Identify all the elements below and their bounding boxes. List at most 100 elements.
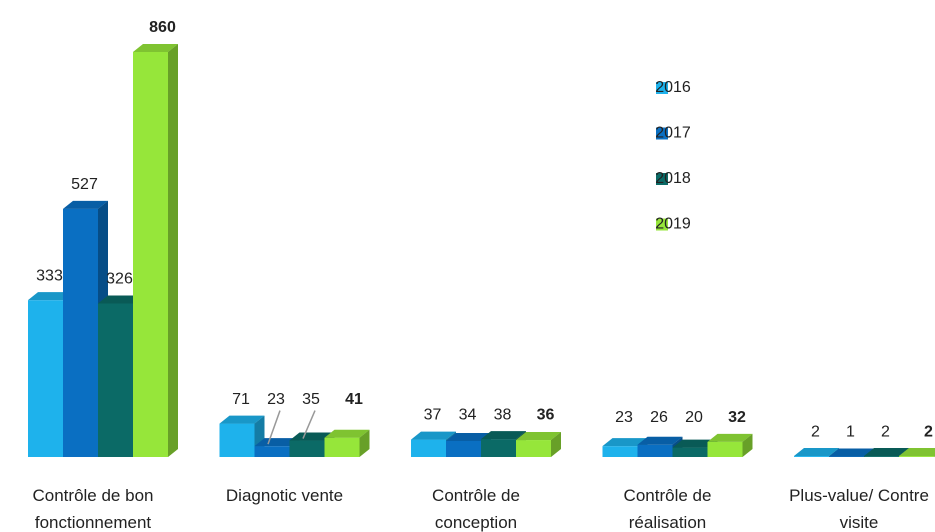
data-label: 326 xyxy=(106,271,133,288)
bar-side xyxy=(359,429,370,457)
bar-top xyxy=(133,44,178,52)
bar-top-shade xyxy=(899,448,935,457)
bar-top-shade xyxy=(864,448,909,457)
bar-top-shade xyxy=(829,448,874,457)
bar-top xyxy=(794,448,839,457)
bar-top xyxy=(899,448,935,457)
data-label: 860 xyxy=(149,19,176,36)
bar-top xyxy=(63,200,108,209)
legend-swatch xyxy=(656,218,668,231)
bar-side-shade xyxy=(742,433,753,457)
data-label: 36 xyxy=(537,406,555,423)
x-tick-label: Contrôle de réalisation xyxy=(623,486,712,532)
bar-top xyxy=(516,432,561,441)
data-label: 333 xyxy=(36,267,63,284)
bar-top xyxy=(672,439,718,448)
x-tick-label: Contrôle de bon fonctionnement xyxy=(32,486,154,532)
bar xyxy=(63,208,98,457)
bar-top xyxy=(829,448,874,457)
bar xyxy=(219,423,255,457)
data-label: 1 xyxy=(846,423,855,440)
x-tick-label: Contrôle de conception xyxy=(432,486,520,532)
data-label: 2 xyxy=(881,423,890,440)
bar xyxy=(411,439,446,457)
bar xyxy=(864,456,899,457)
legend-label: 2016 xyxy=(655,79,691,96)
data-label: 37 xyxy=(424,406,442,423)
bar-top xyxy=(707,433,753,442)
data-label: 71 xyxy=(232,391,250,408)
bar-top xyxy=(637,436,683,445)
data-label: 20 xyxy=(685,409,703,426)
bar-top xyxy=(602,438,648,447)
legend-label: 2018 xyxy=(655,170,691,187)
bar xyxy=(516,440,551,457)
bar-top-shade xyxy=(707,433,753,442)
legend-swatch xyxy=(656,82,668,94)
bar-side-shade xyxy=(359,429,370,457)
data-label: 527 xyxy=(71,176,98,193)
data-label: 34 xyxy=(459,406,477,423)
data-label: 38 xyxy=(494,406,512,423)
bar-top xyxy=(446,432,491,441)
data-label: 2 xyxy=(811,423,820,440)
bar-top-shade xyxy=(446,432,491,441)
bar-top-shade xyxy=(411,431,456,440)
bar xyxy=(28,300,63,457)
data-label: 41 xyxy=(345,391,363,408)
bar xyxy=(133,52,168,457)
bar-top-shade xyxy=(672,439,718,448)
bar xyxy=(637,444,673,457)
bar-top xyxy=(864,448,909,457)
bar-top xyxy=(481,431,526,440)
bar-top-shade xyxy=(133,44,178,52)
legend-swatch xyxy=(656,127,668,140)
bar-top-shade xyxy=(324,429,370,438)
bar-top xyxy=(219,415,265,424)
bar-side-shade xyxy=(168,44,178,457)
data-label: 23 xyxy=(267,391,285,408)
bar xyxy=(672,447,708,457)
bar-top xyxy=(324,429,370,438)
bar xyxy=(98,303,133,457)
bar-side-shade xyxy=(551,432,561,457)
bar-top-shade xyxy=(28,292,73,301)
legend-swatch xyxy=(656,173,668,185)
bar-side xyxy=(551,432,561,457)
bar-top-shade xyxy=(794,448,839,457)
bar-side xyxy=(168,44,178,457)
bar-top-shade xyxy=(219,415,265,424)
bar xyxy=(602,446,638,457)
data-label: 23 xyxy=(615,409,633,426)
bar xyxy=(446,440,481,457)
data-label: 2 xyxy=(924,423,933,440)
bar-top xyxy=(411,431,456,440)
bar-top xyxy=(28,292,73,301)
data-label: 32 xyxy=(728,409,746,426)
bar-top-shade xyxy=(254,438,300,447)
data-label: 26 xyxy=(650,409,668,426)
x-tick-label: Plus-value/ Contre visite xyxy=(789,486,929,532)
legend-label: 2017 xyxy=(655,125,691,142)
bar-top xyxy=(254,438,300,447)
bar xyxy=(481,439,516,457)
bar-top-shade xyxy=(602,438,648,447)
bar-top-shade xyxy=(516,432,561,441)
leader-line xyxy=(302,410,316,439)
bar-top-shade xyxy=(289,432,335,441)
x-tick-label: Diagnotic vente xyxy=(225,486,344,505)
bar-top-shade xyxy=(481,431,526,440)
bar xyxy=(289,440,325,457)
data-label: 35 xyxy=(302,391,320,408)
bar xyxy=(707,441,743,457)
legend-label: 2019 xyxy=(655,216,691,233)
bar-top-shade xyxy=(637,436,683,445)
bar-top xyxy=(98,295,143,304)
bar-top-shade xyxy=(98,295,143,304)
bar-top xyxy=(289,432,335,441)
bar xyxy=(899,456,934,457)
bar xyxy=(794,456,829,457)
bar-side xyxy=(742,433,753,457)
